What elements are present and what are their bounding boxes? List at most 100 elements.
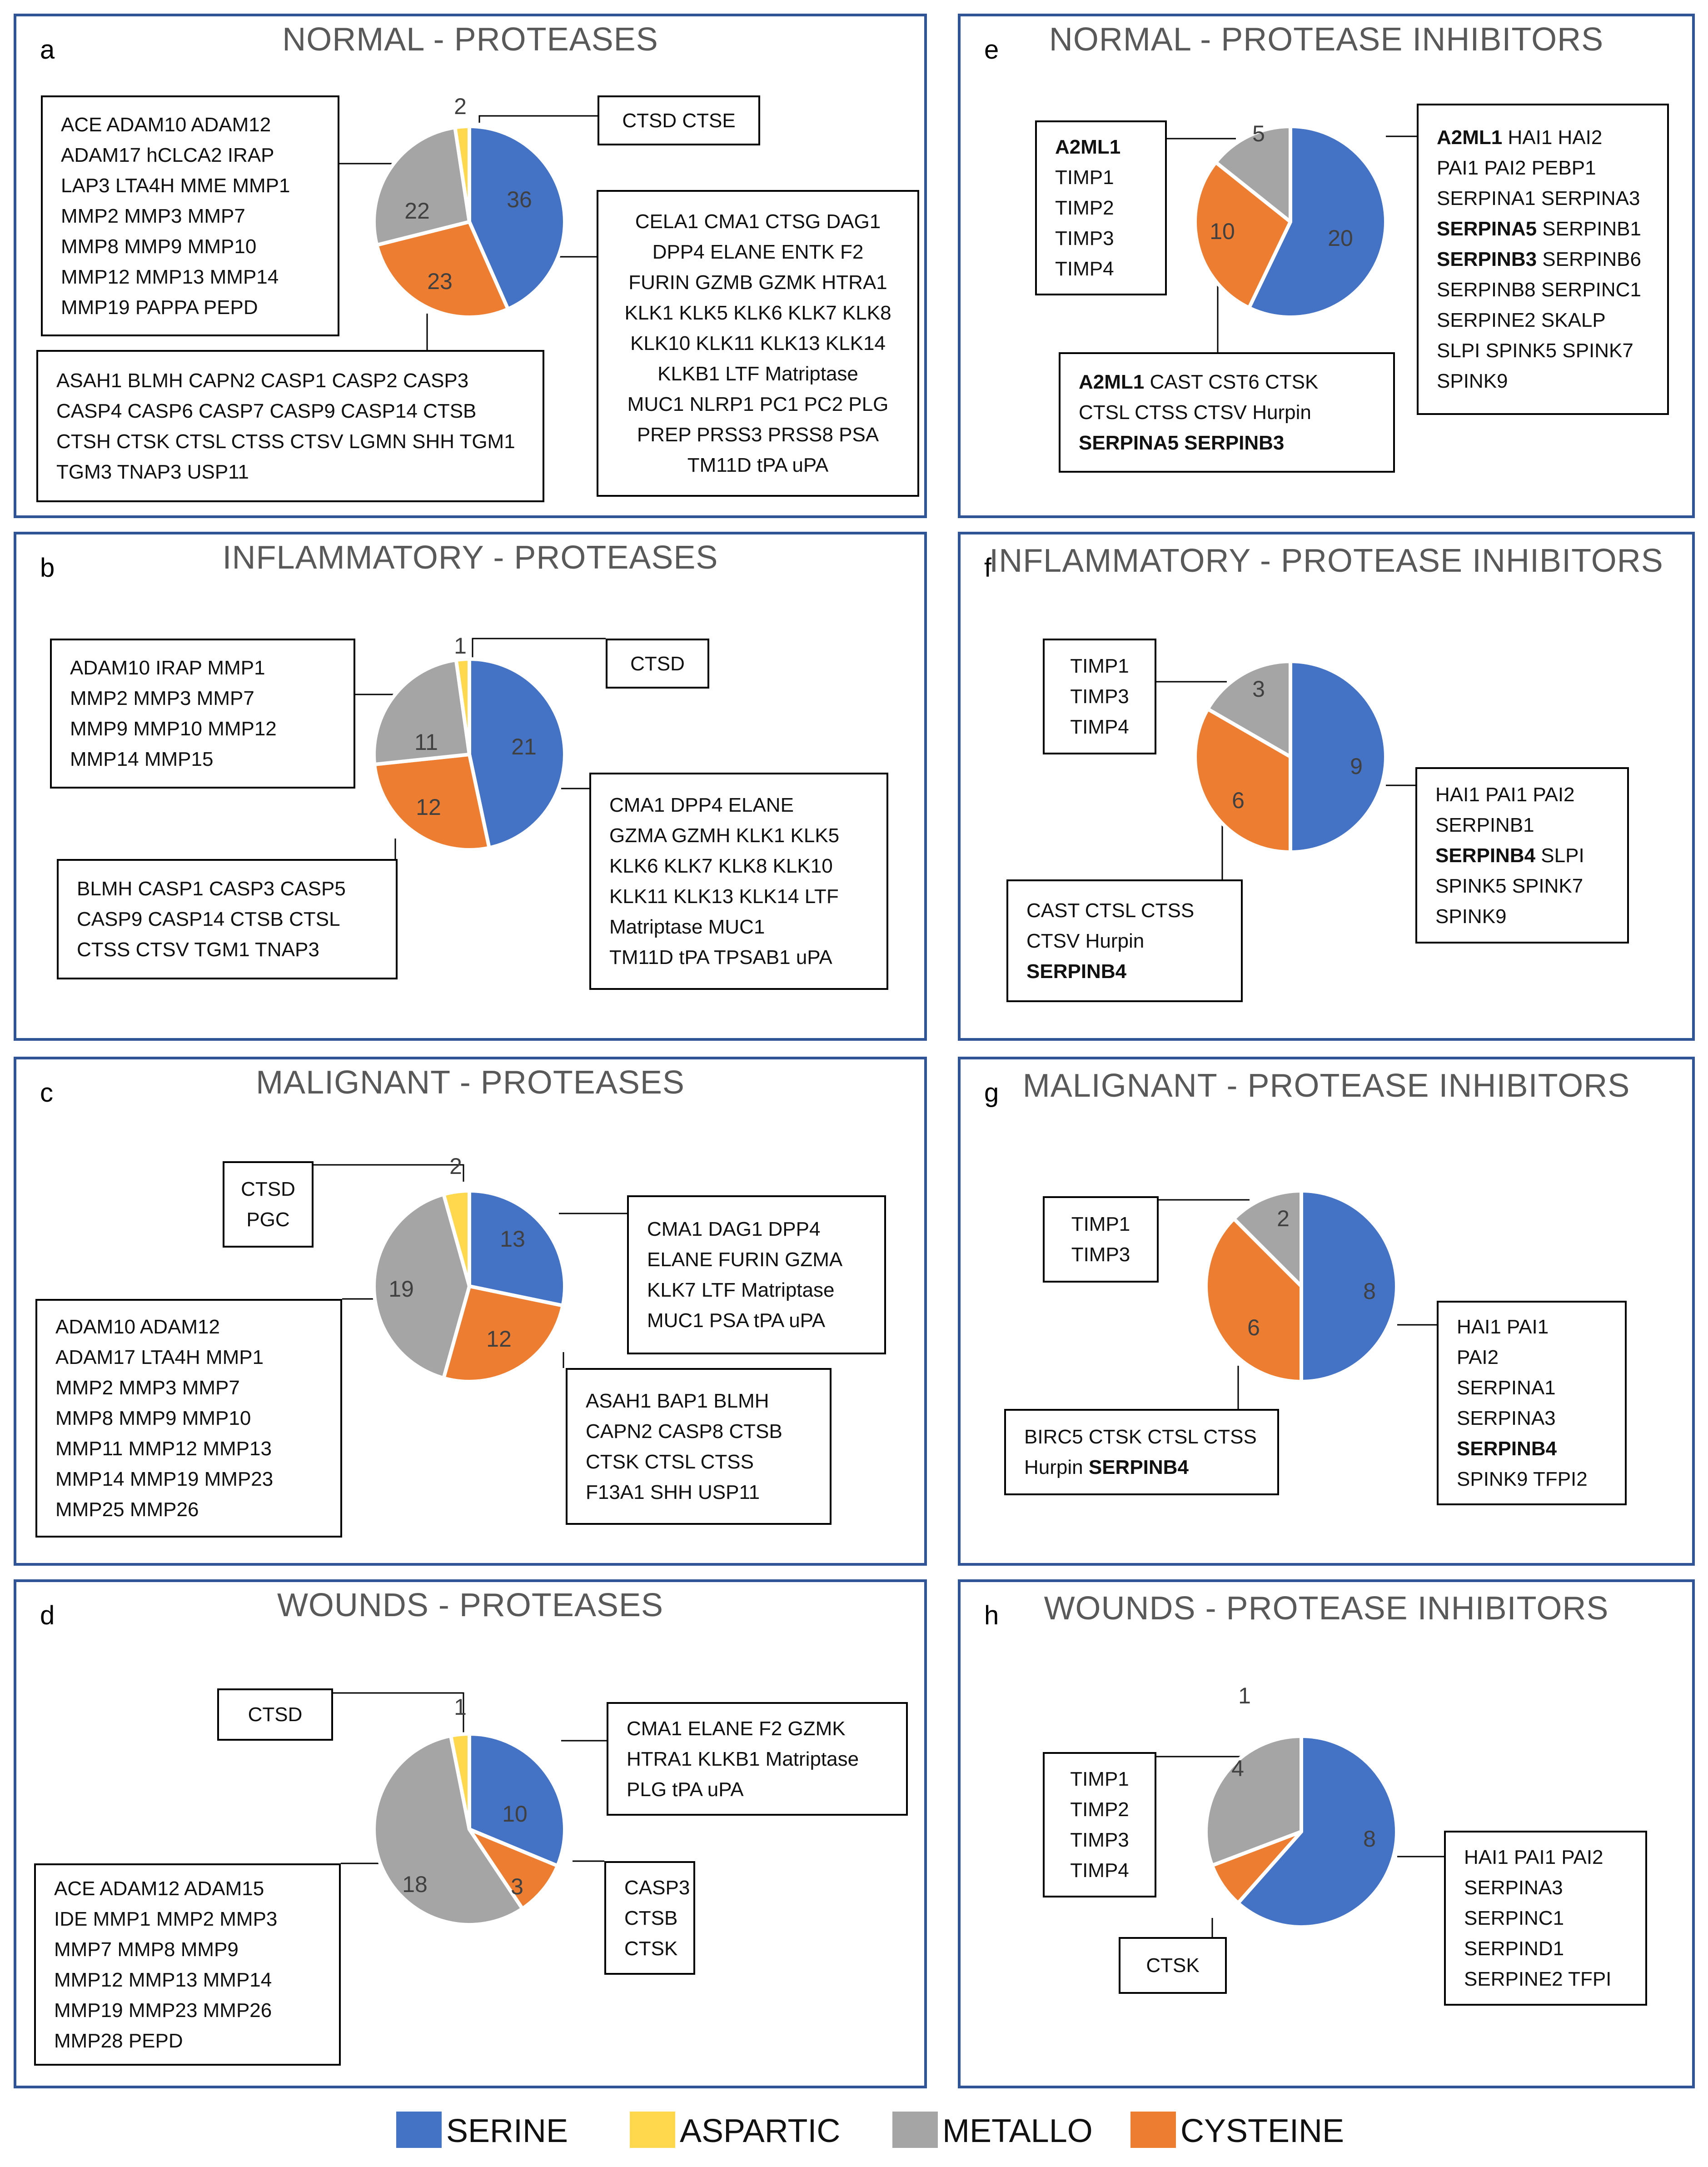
label-text-bold: SERPINB3 [1437, 248, 1537, 270]
label-text: CMA1 ELANE F2 GZMK [627, 1717, 846, 1740]
panel-title: MALIGNANT - PROTEASES [256, 1064, 685, 1101]
label-line: SERPINB3 SERPINB6 [1437, 244, 1667, 275]
label-line: TIMP3 [1045, 1825, 1155, 1855]
legend-label-cysteine: CYSTEINE [1180, 2113, 1344, 2149]
label-text: TIMP4 [1070, 1859, 1129, 1882]
label-line: Hurpin SERPINB4 [1024, 1452, 1277, 1483]
label-line: SERPINB4 [1457, 1433, 1625, 1464]
label-line: SLPI SPINK5 SPINK7 [1437, 335, 1667, 366]
label-text-bold: SERPINB4 [1435, 844, 1536, 867]
slice-value-label: 20 [1328, 225, 1353, 251]
label-text: CTSD [630, 652, 685, 675]
label-text: SERPINE2 SKALP [1437, 309, 1606, 331]
label-line: SPINK9 TFPI2 [1457, 1464, 1625, 1494]
slice-value-label: 19 [388, 1276, 414, 1302]
label-line: DPP4 ELANE ENTK F2 [598, 237, 917, 267]
label-line: TIMP4 [1045, 1855, 1155, 1886]
label-text: MMP11 MMP12 MMP13 [55, 1438, 272, 1460]
label-text: F13A1 SHH USP11 [586, 1481, 760, 1503]
pie-slice-serine [468, 1189, 567, 1308]
label-line: MMP2 MMP3 MMP7 [70, 683, 354, 714]
pie-slice-aspartic [449, 1732, 471, 1831]
label-text: TIMP3 [1070, 1829, 1129, 1851]
label-text: ADAM10 IRAP MMP1 [70, 657, 265, 679]
label-line: F13A1 SHH USP11 [586, 1477, 830, 1508]
label-line: SERPINA1 [1457, 1373, 1625, 1403]
label-line: TIMP1 [1045, 651, 1155, 681]
label-line: SERPINA3 [1464, 1872, 1645, 1903]
pie-slice-cysteine [373, 753, 491, 852]
label-line: TIMP1 [1055, 162, 1165, 193]
label-text: CAPN2 CASP8 CTSB [586, 1420, 782, 1443]
slice-value-label: 10 [1210, 219, 1235, 244]
label-box-serine: HAI1 PAI1 PAI2 SERPINA3 SERPINC1 SERPIND1 SE… [1444, 1831, 1647, 2006]
label-line: A2ML1 CAST CST6 CTSK [1079, 367, 1393, 397]
label-text: CTSS CTSV TGM1 TNAP3 [77, 939, 319, 961]
pie-slice-aspartic [454, 657, 471, 756]
label-text: HAI1 HAI2 [1502, 126, 1603, 149]
pie-slice-serine [1289, 659, 1388, 854]
pie-slice-cysteine [1204, 1217, 1303, 1383]
label-line: IDE MMP1 MMP2 MMP3 [54, 1904, 339, 1934]
label-line: TGM3 TNAP3 USP11 [56, 457, 543, 487]
label-line: KLK1 KLK5 KLK6 KLK7 KLK8 [598, 298, 917, 328]
label-text: SERPINA1 SERPINA3 [1437, 187, 1640, 210]
label-box-metallo: ACE ADAM10 ADAM12 ADAM17 hCLCA2 IRAP LAP3 … [41, 95, 339, 336]
label-line: LAP3 LTA4H MME MMP1 [61, 170, 338, 201]
label-line: ADAM17 LTA4H MMP1 [55, 1342, 340, 1373]
label-text: KLK6 KLK7 KLK8 KLK10 [609, 855, 833, 877]
label-text: CTSD [248, 1703, 303, 1726]
label-text: ELANE FURIN GZMA [647, 1248, 843, 1271]
pie-slice-serine [1247, 125, 1388, 319]
label-line: ASAH1 BAP1 BLMH [586, 1386, 830, 1416]
pie-slice-cysteine [1193, 160, 1292, 310]
slice-value-label: 10 [502, 1801, 528, 1827]
label-line: TIMP3 [1045, 1239, 1157, 1270]
legend-swatch-serine [396, 2112, 442, 2148]
label-box-metallo: ADAM10 IRAP MMP1 MMP2 MMP3 MMP7 MMP9 MMP10… [50, 639, 355, 789]
slice-value-label: 11 [414, 729, 438, 755]
label-line: SPINK5 SPINK7 [1435, 871, 1627, 901]
label-text: TIMP1 [1070, 655, 1129, 677]
label-box-serine: CELA1 CMA1 CTSG DAG1 DPP4 ELANE ENTK F2 FU… [597, 190, 919, 497]
label-text: SERPINA3 [1464, 1877, 1563, 1899]
panel-letter: g [984, 1078, 999, 1108]
label-text: CASP4 CASP6 CASP7 CASP9 CASP14 CTSB [56, 399, 477, 422]
label-text-bold: A2ML1 [1079, 371, 1145, 393]
pie-g: 8 6 2 [1204, 1189, 1399, 1383]
label-line: FURIN GZMB GZMK HTRA1 [598, 267, 917, 298]
slice-value-label: 9 [1350, 754, 1363, 779]
label-box-serine: CMA1 DAG1 DPP4 ELANE FURIN GZMA KLK7 LTF M… [627, 1195, 886, 1354]
slice-value-label: 1 [454, 633, 467, 659]
panel-title: NORMAL - PROTEASE INHIBITORS [1049, 21, 1604, 58]
label-text: PAI1 PAI2 PEBP1 [1437, 157, 1596, 179]
label-text: TIMP1 [1055, 166, 1114, 189]
label-box-metallo: TIMP1 TIMP2 TIMP3 TIMP4 [1043, 1752, 1156, 1897]
panel-title: MALIGNANT - PROTEASE INHIBITORS [1022, 1068, 1630, 1104]
label-text-bold: A2ML1 [1437, 126, 1503, 149]
label-line: MMP7 MMP8 MMP9 [54, 1934, 339, 1965]
label-line: A2ML1 HAI1 HAI2 [1437, 122, 1667, 153]
pie-slice-metallo [1206, 659, 1292, 759]
pie-slice-cysteine [468, 1827, 560, 1911]
label-line: CASP3 [624, 1872, 693, 1903]
label-text: PGC [246, 1208, 290, 1231]
label-line: MMP14 MMP15 [70, 744, 354, 774]
label-line: TM11D tPA TPSAB1 uPA [609, 942, 886, 973]
panel-letter: c [40, 1078, 53, 1108]
pie-slice-serine [468, 657, 567, 850]
panel-letter: d [40, 1601, 55, 1630]
legend-label-serine: SERINE [446, 2113, 568, 2149]
slice-value-label: 21 [511, 734, 537, 759]
label-line: TM11D tPA uPA [598, 450, 917, 480]
label-line: TIMP3 [1055, 223, 1165, 254]
panel-title: INFLAMMATORY - PROTEASES [222, 539, 718, 576]
slice-value-label: 12 [486, 1326, 512, 1352]
label-text: MMP19 PAPPA PEPD [61, 296, 258, 319]
label-text: SLPI [1535, 844, 1584, 867]
label-text: MMP2 MMP3 MMP7 [70, 687, 254, 709]
label-text: SPINK9 TFPI2 [1457, 1468, 1588, 1490]
label-text-bold: A2ML1 [1055, 136, 1121, 158]
slice-value-label: 6 [1232, 788, 1245, 813]
